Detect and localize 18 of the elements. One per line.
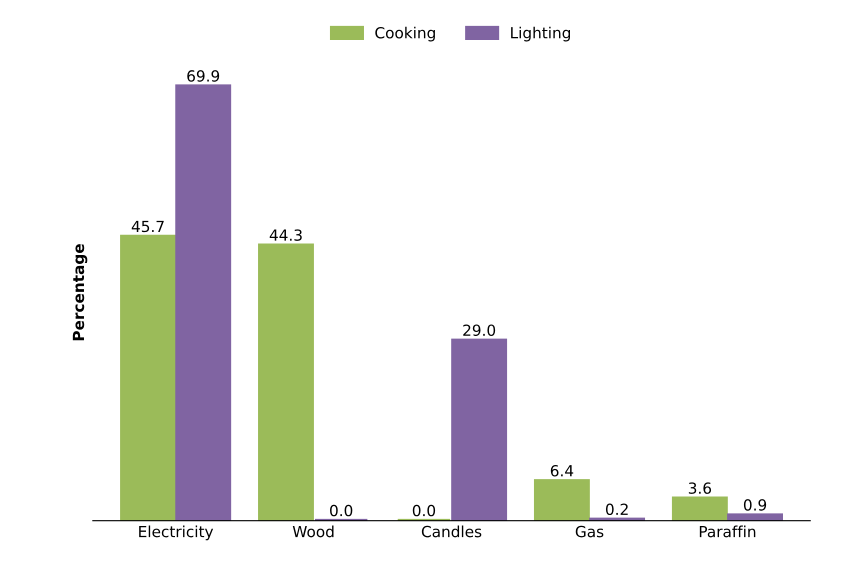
x-tick-label: Paraffin	[700, 526, 756, 538]
data-label: 0.0	[330, 504, 352, 516]
data-label: 0.2	[606, 504, 628, 516]
legend-label: Cooking	[375, 26, 435, 42]
x-tick-label: Gas	[576, 526, 604, 538]
data-label: 0.0	[412, 504, 436, 516]
data-label: 0.9	[744, 499, 766, 511]
data-label: 29.0	[463, 324, 496, 336]
x-tick-label: Electricity	[139, 526, 214, 540]
x-tick-label: Wood	[292, 526, 334, 538]
data-label: 3.6	[688, 482, 712, 494]
data-label: 44.3	[270, 229, 302, 241]
data-label: 69.9	[187, 70, 220, 82]
x-tick-label: Candles	[422, 526, 482, 538]
legend-label: Lighting	[511, 26, 570, 42]
data-label: 6.4	[550, 464, 574, 477]
data-label: 45.7	[132, 220, 164, 232]
y-axis-title: Percentage	[72, 244, 88, 340]
